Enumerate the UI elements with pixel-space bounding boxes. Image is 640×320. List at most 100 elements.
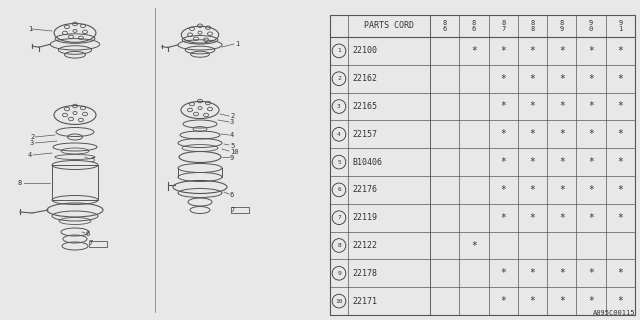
Text: *: * (529, 268, 536, 278)
Text: *: * (529, 185, 536, 195)
Text: 5: 5 (230, 143, 234, 149)
Bar (89, 241, 107, 247)
Text: 4: 4 (28, 152, 32, 158)
Text: *: * (588, 74, 594, 84)
Text: 7: 7 (337, 215, 341, 220)
Text: 10: 10 (335, 299, 343, 304)
Text: 22119: 22119 (352, 213, 377, 222)
Text: *: * (618, 157, 623, 167)
Text: *: * (500, 46, 506, 56)
Text: 8: 8 (531, 26, 534, 32)
Text: 8: 8 (337, 243, 341, 248)
Text: *: * (559, 46, 564, 56)
Text: 8: 8 (18, 180, 22, 186)
Text: *: * (618, 101, 623, 111)
Text: *: * (529, 213, 536, 223)
Text: 22165: 22165 (352, 102, 377, 111)
Text: 6: 6 (230, 192, 234, 198)
Text: 9: 9 (337, 271, 341, 276)
Text: *: * (529, 101, 536, 111)
Text: 9: 9 (589, 20, 593, 26)
Text: 2: 2 (30, 134, 35, 140)
Text: *: * (588, 101, 594, 111)
Text: *: * (559, 101, 564, 111)
Text: *: * (618, 268, 623, 278)
Text: *: * (529, 157, 536, 167)
Text: 22178: 22178 (352, 269, 377, 278)
Text: 9: 9 (559, 26, 564, 32)
Text: 5: 5 (337, 160, 341, 164)
Text: 4: 4 (230, 132, 234, 138)
Bar (231, 207, 249, 213)
Text: *: * (618, 129, 623, 139)
Text: *: * (588, 296, 594, 306)
Text: *: * (588, 157, 594, 167)
Text: *: * (500, 157, 506, 167)
Text: *: * (500, 185, 506, 195)
Text: 8: 8 (531, 20, 534, 26)
Text: *: * (588, 185, 594, 195)
Bar (52, 165, 98, 200)
Text: *: * (618, 213, 623, 223)
Text: 1: 1 (337, 48, 341, 53)
Text: 22100: 22100 (352, 46, 377, 55)
Text: 7: 7 (230, 207, 234, 213)
Text: *: * (500, 74, 506, 84)
Text: *: * (559, 268, 564, 278)
Bar (330, 15, 635, 315)
Text: 2: 2 (337, 76, 341, 81)
Text: 7: 7 (501, 26, 506, 32)
Text: *: * (559, 185, 564, 195)
Text: *: * (618, 185, 623, 195)
Text: *: * (588, 213, 594, 223)
Text: 9: 9 (618, 20, 623, 26)
Text: *: * (500, 101, 506, 111)
Text: *: * (618, 74, 623, 84)
Text: 22171: 22171 (352, 297, 377, 306)
Text: 8: 8 (472, 20, 476, 26)
Text: 3: 3 (30, 140, 35, 146)
Text: 2: 2 (230, 113, 234, 119)
Text: *: * (618, 46, 623, 56)
Text: 10: 10 (230, 149, 239, 155)
Text: 8: 8 (442, 20, 447, 26)
Text: *: * (618, 296, 623, 306)
Text: *: * (529, 296, 536, 306)
Text: A095C00115: A095C00115 (593, 310, 635, 316)
Text: *: * (471, 46, 477, 56)
Text: PARTS CORD: PARTS CORD (364, 21, 414, 30)
Text: 5: 5 (90, 157, 94, 163)
Text: 22157: 22157 (352, 130, 377, 139)
Text: *: * (471, 241, 477, 251)
Text: 1: 1 (618, 26, 623, 32)
Text: 8: 8 (559, 20, 564, 26)
Text: 8: 8 (501, 20, 506, 26)
Text: 3: 3 (230, 119, 234, 125)
Text: 4: 4 (337, 132, 341, 137)
Text: 6: 6 (472, 26, 476, 32)
Text: *: * (559, 213, 564, 223)
Text: *: * (588, 46, 594, 56)
Text: *: * (559, 74, 564, 84)
Text: 3: 3 (337, 104, 341, 109)
Text: 22176: 22176 (352, 185, 377, 194)
Text: *: * (500, 129, 506, 139)
Text: 22122: 22122 (352, 241, 377, 250)
Text: *: * (559, 157, 564, 167)
Text: 6: 6 (442, 26, 447, 32)
Text: *: * (559, 129, 564, 139)
Text: *: * (500, 213, 506, 223)
Text: *: * (529, 129, 536, 139)
Text: *: * (500, 268, 506, 278)
Text: 0: 0 (589, 26, 593, 32)
Text: 22162: 22162 (352, 74, 377, 83)
Text: *: * (559, 296, 564, 306)
Text: *: * (588, 268, 594, 278)
Text: 6: 6 (85, 231, 89, 237)
Text: 1: 1 (235, 41, 239, 47)
Text: *: * (500, 296, 506, 306)
Text: *: * (588, 129, 594, 139)
Text: B10406: B10406 (352, 157, 382, 167)
Text: 1: 1 (28, 26, 32, 32)
Text: *: * (529, 46, 536, 56)
